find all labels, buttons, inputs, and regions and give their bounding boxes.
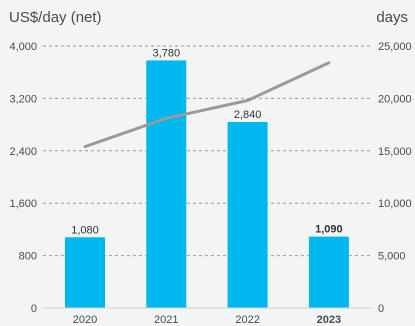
right-tick-label: 5,000	[378, 251, 406, 263]
left-tick-label: 800	[19, 251, 37, 263]
left-tick-label: 3,200	[9, 93, 37, 105]
x-tick-label: 2022	[235, 314, 259, 326]
left-tick-label: 4,000	[9, 41, 37, 53]
left-tick-label: 2,400	[9, 146, 37, 158]
bar-value-label: 1,080	[71, 224, 99, 236]
right-tick-label: 15,000	[378, 146, 412, 158]
right-tick-label: 0	[378, 303, 384, 315]
bar-value-label: 2,840	[234, 109, 262, 121]
left-tick-label: 0	[31, 303, 37, 315]
bar	[308, 236, 349, 308]
right-tick-label: 20,000	[378, 93, 412, 105]
right-axis-label: days	[376, 9, 408, 26]
bar	[65, 237, 105, 308]
bar	[146, 60, 187, 308]
x-tick-label: 2020	[73, 314, 97, 326]
bar-value-label: 1,090	[315, 224, 343, 236]
x-tick-label: 2023	[317, 314, 341, 326]
days-line	[83, 61, 331, 149]
right-tick-label: 10,000	[378, 198, 412, 210]
bar-value-label: 3,780	[153, 47, 181, 59]
right-tick-label: 25,000	[378, 41, 412, 53]
x-tick-label: 2021	[154, 314, 178, 326]
left-tick-label: 1,600	[9, 198, 37, 210]
bar	[227, 121, 268, 308]
left-axis-label: US$/day (net)	[9, 9, 102, 26]
